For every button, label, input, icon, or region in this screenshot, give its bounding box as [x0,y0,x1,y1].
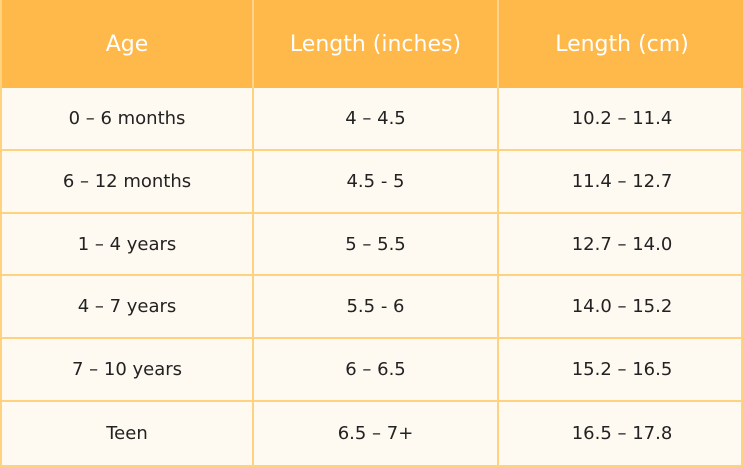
table-cell: 7 – 10 years [2,339,254,403]
table-cell: 5 – 5.5 [254,213,499,277]
header-cell: Length (cm) [499,0,743,88]
header-cell: Length (inches) [254,0,499,88]
table-cell: 14.0 – 15.2 [499,276,743,340]
table-cell: 12.7 – 14.0 [499,214,743,277]
table-cell: 4 – 7 years [2,276,254,340]
table-cell: 4.5 - 5 [254,150,499,214]
table-cell: 6.5 – 7+ [254,402,499,465]
table-cell: 6 – 12 months [2,150,254,214]
header-cell: Age [2,0,254,88]
table-cell: 6 – 6.5 [254,339,499,403]
table-cell: 10.2 – 11.4 [499,88,743,151]
table-cell: 5.5 - 6 [254,276,499,340]
table-cell: 11.4 – 12.7 [499,151,743,214]
table-cell: 15.2 – 16.5 [499,339,743,403]
table-cell: 1 – 4 years [2,213,254,277]
table-cell: 4 – 4.5 [254,88,499,151]
table-cell: Teen [2,402,254,465]
table-cell: 0 – 6 months [2,88,254,151]
table-cell: 16.5 – 17.8 [571,423,673,445]
